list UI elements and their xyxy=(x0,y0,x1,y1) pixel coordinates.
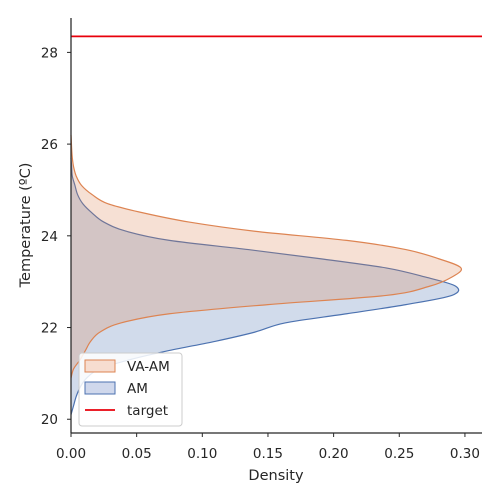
x-tick-label: 0.05 xyxy=(122,446,152,462)
x-tick-label: 0.20 xyxy=(319,446,349,462)
legend-swatch-am xyxy=(84,381,116,395)
x-tick-label: 0.30 xyxy=(450,446,480,462)
ticks-layer: 0.00 0.05 0.10 0.15 0.20 0.25 0.30 20 22 24 26 28 xyxy=(41,45,480,462)
density-area-va-am xyxy=(71,134,462,378)
y-tick-label: 20 xyxy=(41,412,58,428)
x-axis-label: Density xyxy=(248,468,304,484)
y-tick-label: 28 xyxy=(41,45,58,61)
legend: VA-AM AM target xyxy=(78,352,183,427)
x-tick-label: 0.10 xyxy=(187,446,217,462)
legend-swatch-va-am xyxy=(84,359,116,373)
axes-layer xyxy=(70,18,482,434)
y-tick-label: 26 xyxy=(41,137,58,153)
x-tick-label: 0.25 xyxy=(384,446,414,462)
legend-label-va-am: VA-AM xyxy=(127,359,170,375)
y-axis-label: Temperature (ºC) xyxy=(18,163,34,289)
x-tick-label: 0.00 xyxy=(56,446,86,462)
legend-label-am: AM xyxy=(127,381,148,397)
density-curve-va-am xyxy=(70,134,463,379)
y-tick-label: 24 xyxy=(41,229,58,245)
legend-label-target: target xyxy=(127,403,168,419)
x-tick-label: 0.15 xyxy=(253,446,283,462)
y-tick-label: 22 xyxy=(41,321,58,337)
